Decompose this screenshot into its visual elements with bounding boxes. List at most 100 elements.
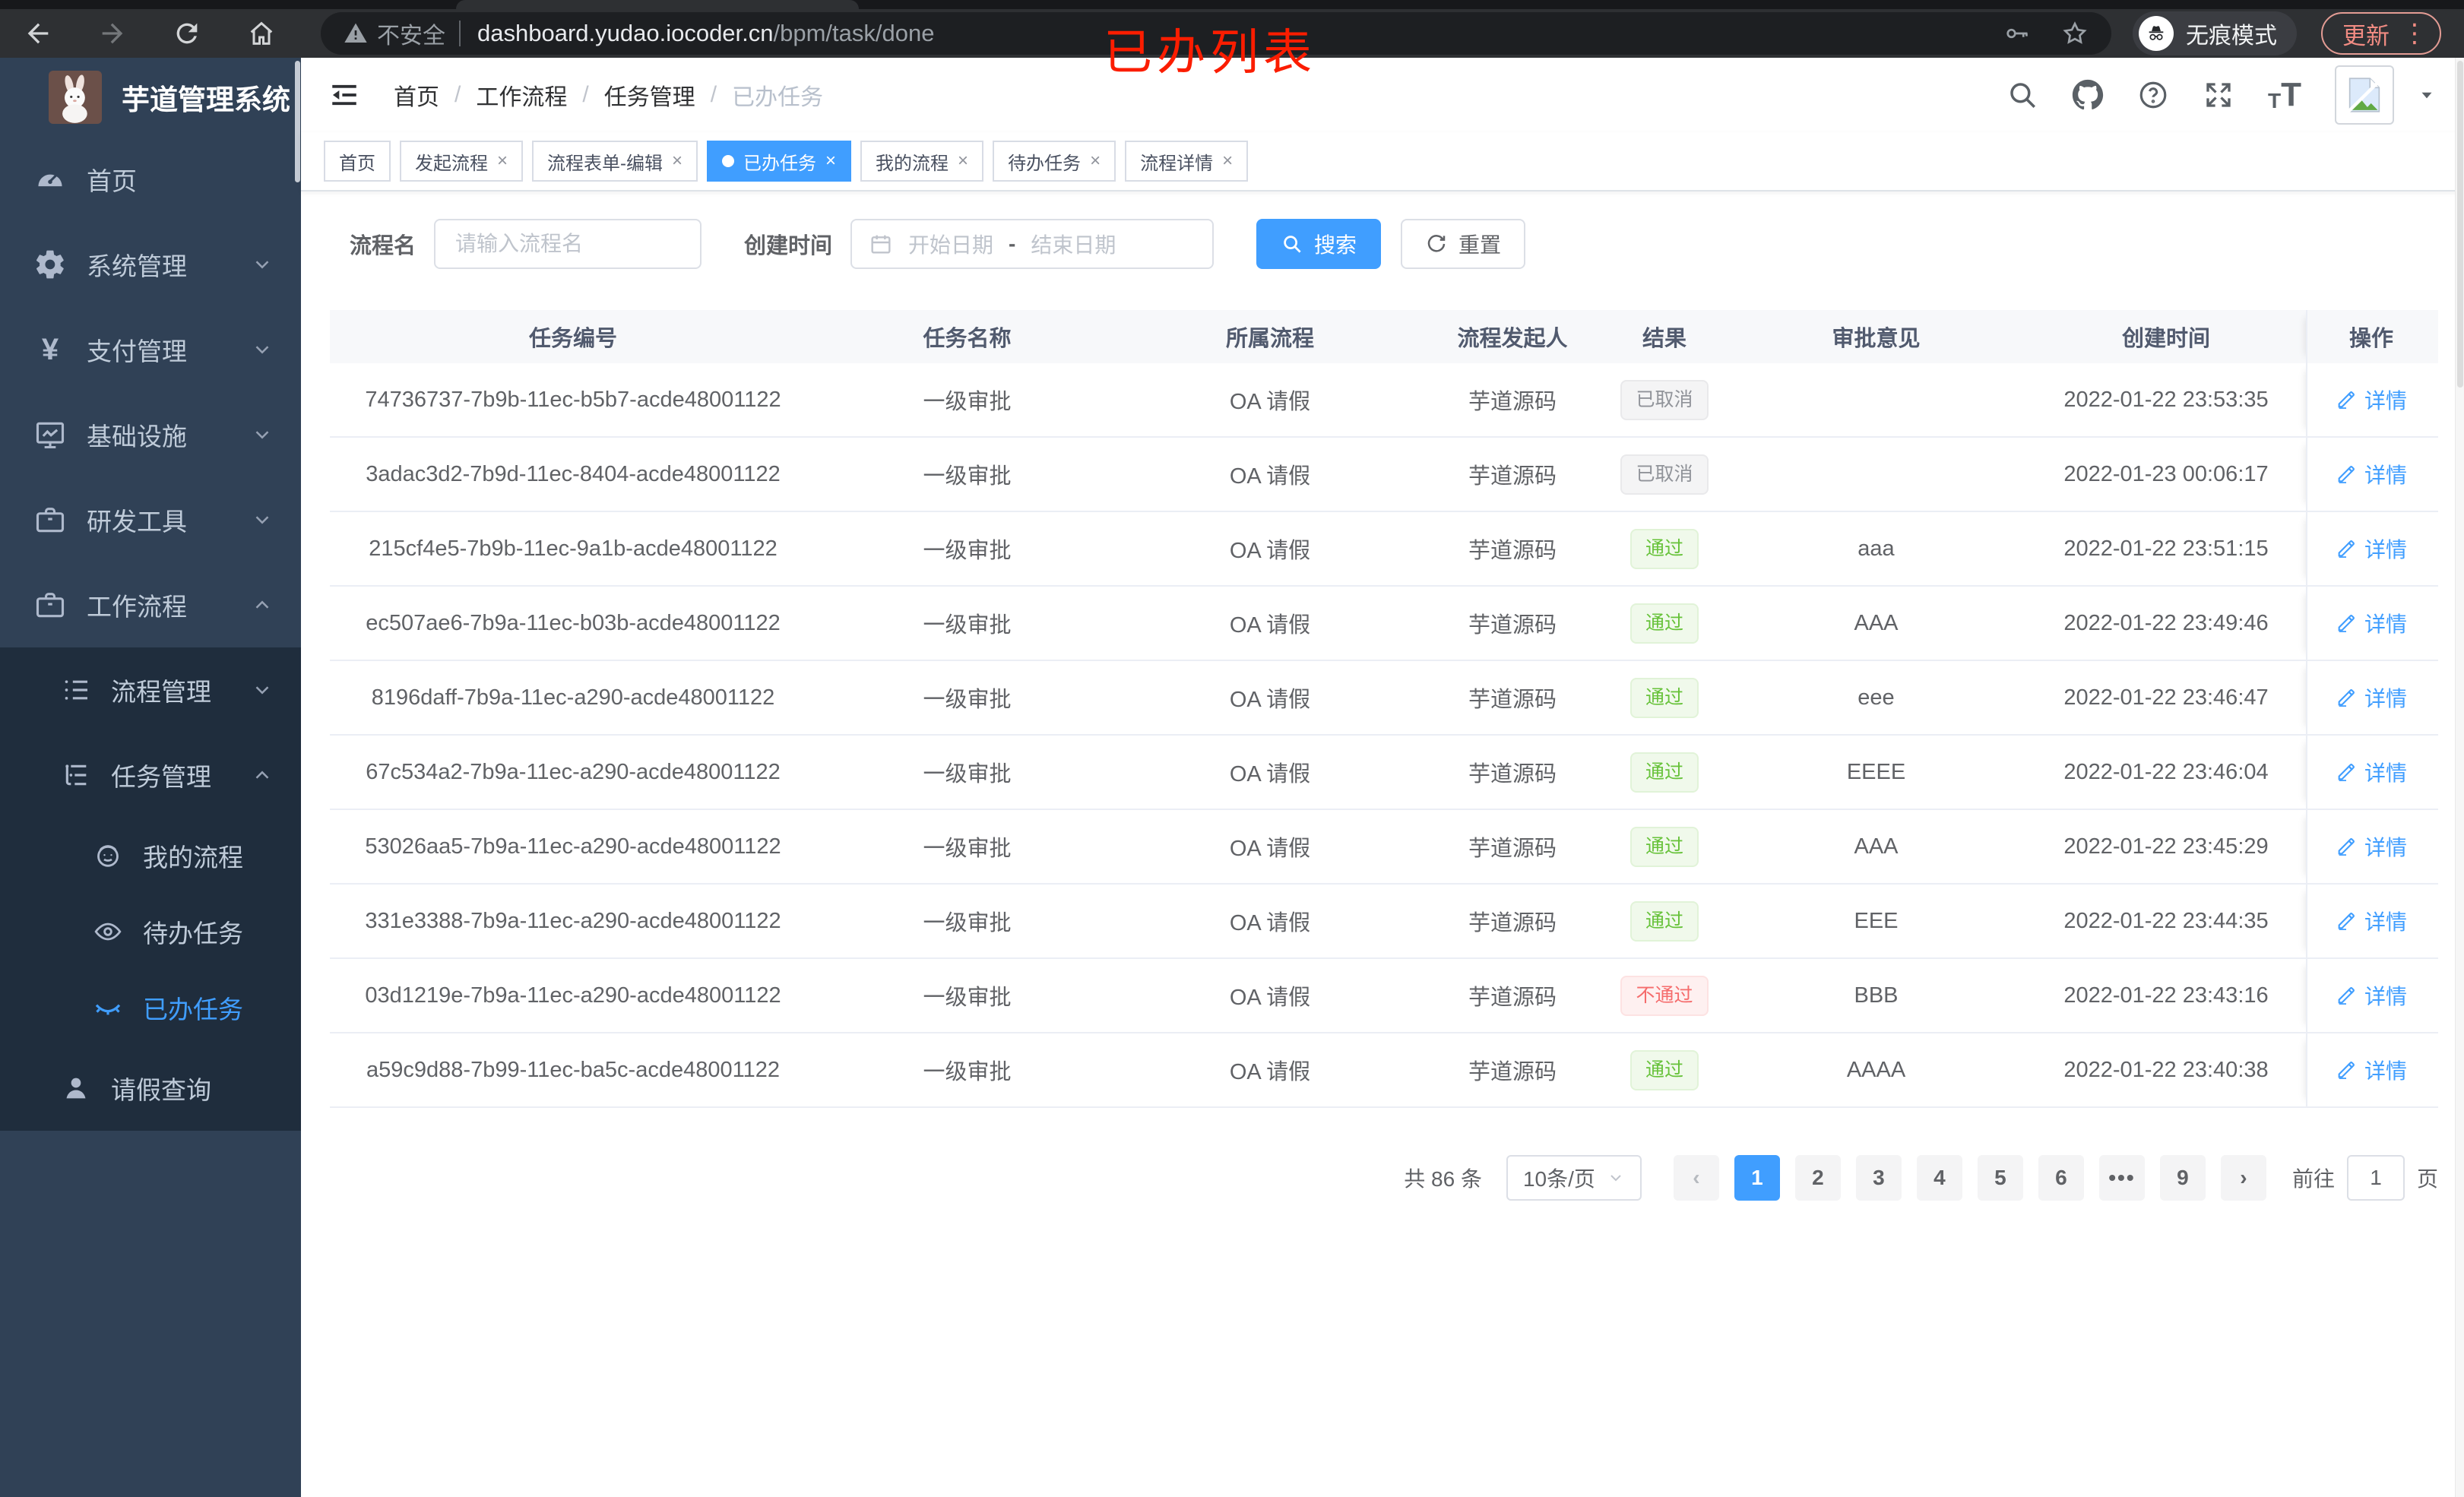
sidebar-item-支付管理[interactable]: ¥ 支付管理 bbox=[0, 307, 301, 392]
page-button-9[interactable]: 9 bbox=[2159, 1155, 2206, 1201]
detail-link[interactable]: 详情 bbox=[2336, 831, 2407, 862]
tag-tab-首页[interactable]: 首页 bbox=[324, 141, 391, 182]
github-icon[interactable] bbox=[2072, 79, 2104, 111]
tag-tab-已办任务[interactable]: 已办任务 × bbox=[707, 141, 852, 182]
detail-link[interactable]: 详情 bbox=[2336, 608, 2407, 638]
page-scrollbar[interactable] bbox=[2455, 58, 2464, 1497]
detail-link[interactable]: 详情 bbox=[2336, 906, 2407, 936]
sidebar-item-工作流程[interactable]: 工作流程 bbox=[0, 562, 301, 647]
detail-link[interactable]: 详情 bbox=[2336, 1055, 2407, 1085]
update-button[interactable]: 更新 ⋮ bbox=[2321, 12, 2441, 55]
close-tab-icon[interactable]: × bbox=[1090, 150, 1101, 171]
result-cell: 已取消 bbox=[1603, 363, 1726, 436]
search-button[interactable]: 搜索 bbox=[1256, 219, 1382, 269]
tag-tab-发起流程[interactable]: 发起流程 × bbox=[400, 141, 524, 182]
close-tab-icon[interactable]: × bbox=[825, 150, 837, 171]
browser-active-tab[interactable] bbox=[456, 0, 859, 9]
browser-menu-icon[interactable]: ⋮ bbox=[2402, 19, 2428, 48]
sidebar-item-研发工具[interactable]: 研发工具 bbox=[0, 477, 301, 562]
comment-cell: EEEE bbox=[1846, 759, 1906, 784]
starter-cell: 芋道源码 bbox=[1468, 837, 1557, 861]
fullscreen-icon[interactable] bbox=[2203, 79, 2234, 111]
detail-label: 详情 bbox=[2364, 910, 2407, 934]
process-name-input[interactable] bbox=[434, 219, 702, 269]
comment-cell: AAA bbox=[1854, 610, 1899, 635]
breadcrumb-home[interactable]: 首页 bbox=[394, 85, 439, 110]
detail-link[interactable]: 详情 bbox=[2336, 533, 2407, 564]
sidebar-item-label: 工作流程 bbox=[87, 593, 187, 621]
table-row: 67c534a2-7b9a-11ec-a290-acde48001122 一级审批… bbox=[330, 736, 2438, 810]
close-tab-icon[interactable]: × bbox=[1222, 150, 1234, 171]
chevron-down-icon bbox=[251, 423, 274, 446]
help-icon[interactable] bbox=[2137, 79, 2169, 111]
bookmark-star-icon[interactable] bbox=[2061, 20, 2089, 47]
detail-link[interactable]: 详情 bbox=[2336, 980, 2407, 1011]
close-tab-icon[interactable]: × bbox=[672, 150, 683, 171]
close-tab-icon[interactable]: × bbox=[497, 150, 508, 171]
page-button-2[interactable]: 2 bbox=[1794, 1155, 1841, 1201]
goto-page-input[interactable] bbox=[2346, 1155, 2405, 1201]
collapse-sidebar-icon[interactable] bbox=[328, 79, 360, 111]
create-time-cell: 2022-01-22 23:46:47 bbox=[2063, 685, 2269, 710]
page-button-5[interactable]: 5 bbox=[1977, 1155, 2023, 1201]
sidebar-item-label: 支付管理 bbox=[87, 337, 187, 366]
next-page-button[interactable]: › bbox=[2220, 1155, 2266, 1201]
page-button-1[interactable]: 1 bbox=[1734, 1155, 1780, 1201]
key-icon[interactable] bbox=[2003, 20, 2031, 47]
result-cell: 通过 bbox=[1603, 736, 1726, 809]
process-cell: OA 请假 bbox=[1229, 837, 1311, 861]
tag-tab-流程详情[interactable]: 流程详情 × bbox=[1125, 141, 1249, 182]
sidebar-item-label: 基础设施 bbox=[87, 423, 187, 451]
tag-tab-待办任务[interactable]: 待办任务 × bbox=[993, 141, 1116, 182]
search-icon[interactable] bbox=[2006, 79, 2038, 111]
close-tab-icon[interactable]: × bbox=[958, 150, 969, 171]
edit-icon bbox=[2338, 764, 2355, 781]
breadcrumb-task-mgmt[interactable]: 任务管理 bbox=[603, 85, 695, 110]
page-button-3[interactable]: 3 bbox=[1855, 1155, 1902, 1201]
security-label[interactable]: 不安全 bbox=[377, 24, 445, 49]
home-icon[interactable] bbox=[246, 18, 277, 49]
forward-icon[interactable] bbox=[97, 18, 128, 49]
pager-ellipsis[interactable]: ••• bbox=[2098, 1155, 2145, 1201]
robot-icon bbox=[93, 840, 123, 871]
sidebar-item-流程管理[interactable]: 流程管理 bbox=[0, 647, 301, 733]
detail-link[interactable]: 详情 bbox=[2336, 682, 2407, 713]
avatar-caret-icon[interactable] bbox=[2417, 85, 2437, 105]
action-cell: 详情 bbox=[2306, 810, 2435, 883]
page-button-4[interactable]: 4 bbox=[1916, 1155, 1962, 1201]
sidebar-item-首页[interactable]: 首页 bbox=[0, 137, 301, 222]
back-icon[interactable] bbox=[23, 18, 53, 49]
task-id-cell: ec507ae6-7b9a-11ec-b03b-acde48001122 bbox=[366, 610, 781, 635]
detail-link[interactable]: 详情 bbox=[2336, 385, 2407, 415]
process-name-label: 流程名 bbox=[350, 234, 416, 258]
detail-link[interactable]: 详情 bbox=[2336, 459, 2407, 489]
prev-page-button[interactable]: ‹ bbox=[1673, 1155, 1719, 1201]
result-badge: 已取消 bbox=[1620, 454, 1709, 495]
detail-link[interactable]: 详情 bbox=[2336, 757, 2407, 787]
omnibox-divider bbox=[459, 21, 461, 46]
date-range-picker[interactable]: 开始日期 - 结束日期 bbox=[850, 219, 1215, 269]
address-bar[interactable]: 不安全 dashboard.yudao.iocoder.cn/bpm/task/… bbox=[321, 12, 2111, 55]
logo-row[interactable]: 芋道管理系统 bbox=[0, 58, 301, 137]
sidebar-item-待办任务[interactable]: 待办任务 bbox=[0, 894, 301, 970]
create-time-cell: 2022-01-23 00:06:17 bbox=[2063, 461, 2269, 486]
sidebar-item-任务管理[interactable]: 任务管理 bbox=[0, 733, 301, 818]
tag-tab-流程表单-编辑[interactable]: 流程表单-编辑 × bbox=[532, 141, 698, 182]
sidebar-item-基础设施[interactable]: 基础设施 bbox=[0, 392, 301, 477]
page-button-6[interactable]: 6 bbox=[2038, 1155, 2084, 1201]
reset-button[interactable]: 重置 bbox=[1401, 219, 1526, 269]
breadcrumb-workflow[interactable]: 工作流程 bbox=[476, 85, 568, 110]
result-cell: 通过 bbox=[1603, 512, 1726, 585]
avatar[interactable] bbox=[2335, 65, 2394, 125]
sidebar-item-系统管理[interactable]: 系统管理 bbox=[0, 222, 301, 307]
sidebar-item-已办任务[interactable]: 已办任务 bbox=[0, 970, 301, 1046]
tag-tab-我的流程[interactable]: 我的流程 × bbox=[860, 141, 984, 182]
sidebar-item-我的流程[interactable]: 我的流程 bbox=[0, 818, 301, 894]
reload-icon[interactable] bbox=[172, 18, 202, 49]
table-body: 74736737-7b9b-11ec-b5b7-acde48001122 一级审批… bbox=[330, 363, 2438, 1108]
page-size-select[interactable]: 10条/页 bbox=[1506, 1155, 1642, 1201]
sidebar-scrollbar[interactable] bbox=[295, 61, 300, 182]
sidebar-item-请假查询[interactable]: 请假查询 bbox=[0, 1046, 301, 1131]
result-badge: 通过 bbox=[1629, 603, 1699, 644]
